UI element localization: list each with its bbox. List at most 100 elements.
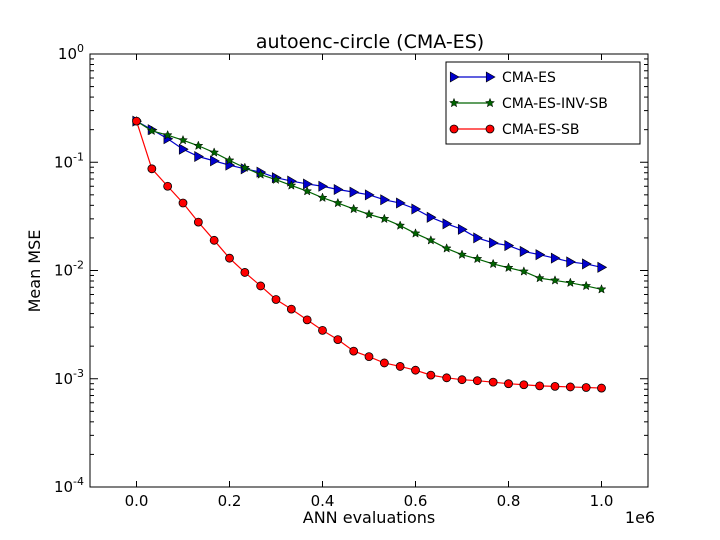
series-line xyxy=(135,120,602,389)
legend-entry: CMA-ES-INV-SB xyxy=(448,96,608,112)
x-tick-label: 0.8 xyxy=(497,492,521,510)
data-point xyxy=(163,181,173,191)
data-point xyxy=(518,266,529,276)
data-point xyxy=(349,346,359,356)
data-point xyxy=(457,223,468,235)
x-offset-label: 1e6 xyxy=(625,508,655,527)
data-point xyxy=(488,377,498,387)
data-point xyxy=(581,280,592,291)
data-point xyxy=(303,178,313,190)
data-point xyxy=(302,315,312,325)
data-point xyxy=(534,272,545,283)
data-point xyxy=(224,155,235,165)
axes-layer: 0.0 0.2 0.4 0.6 0.8 1.0 100 10-1 10-2 10-3 10-4 xyxy=(54,42,648,510)
legend-marker xyxy=(485,124,495,134)
data-point xyxy=(442,218,453,230)
legend: CMA-ES CMA-ES-INV-SB CMA-ES-SB xyxy=(445,61,641,145)
legend-label: CMA-ES-SB xyxy=(502,122,579,138)
legend-marker xyxy=(449,124,459,134)
x-tick-label: 0.2 xyxy=(218,492,242,510)
legend-marker xyxy=(449,71,460,83)
data-point xyxy=(410,228,421,238)
data-point xyxy=(162,129,173,140)
data-point xyxy=(597,261,608,273)
legend-marker xyxy=(485,71,496,83)
data-point xyxy=(535,381,545,391)
data-point xyxy=(194,150,204,163)
data-point xyxy=(349,186,360,198)
data-point xyxy=(472,376,482,386)
y-tick-label: 10-3 xyxy=(54,367,84,388)
y-tick-label: 10-2 xyxy=(54,259,84,280)
data-point xyxy=(395,362,405,371)
data-point xyxy=(396,197,406,209)
chart-title: autoenc-circle (CMA-ES) xyxy=(256,31,484,53)
data-point xyxy=(379,213,390,224)
data-point xyxy=(333,335,343,344)
x-tick-label: 0.6 xyxy=(404,492,428,510)
data-point xyxy=(178,143,189,155)
data-point xyxy=(411,365,420,375)
data-point xyxy=(364,352,374,362)
data-point xyxy=(550,381,560,391)
data-point xyxy=(318,180,329,192)
data-point xyxy=(132,116,141,126)
data-point xyxy=(363,209,375,219)
data-point xyxy=(596,284,607,294)
data-point xyxy=(332,197,343,208)
legend-entry: CMA-ES xyxy=(449,70,556,86)
data-point xyxy=(489,237,499,249)
x-axis-label: ANN evaluations xyxy=(303,508,435,527)
data-point xyxy=(456,249,468,259)
data-point xyxy=(566,256,576,268)
data-point xyxy=(210,155,220,167)
y-tick-label: 100 xyxy=(58,42,84,63)
data-point xyxy=(503,262,514,273)
data-point xyxy=(255,169,266,179)
data-point xyxy=(302,185,313,196)
data-point xyxy=(535,249,546,261)
legend-marker xyxy=(484,97,496,108)
data-point xyxy=(519,380,529,390)
data-point xyxy=(597,383,606,393)
data-point xyxy=(286,304,296,314)
data-point xyxy=(504,379,513,389)
data-point xyxy=(426,211,437,223)
data-point xyxy=(318,325,327,335)
data-point xyxy=(581,383,591,392)
data-point xyxy=(193,217,203,227)
data-point xyxy=(425,235,436,245)
data-point xyxy=(333,183,344,196)
x-tick-label: 0.4 xyxy=(311,492,335,510)
y-tick-label: 10-4 xyxy=(54,475,84,496)
y-tick-label: 10-1 xyxy=(54,150,84,171)
y-axis-label: Mean MSE xyxy=(25,230,44,313)
data-point xyxy=(582,258,592,270)
data-point xyxy=(488,258,499,269)
data-point xyxy=(380,194,390,206)
data-point xyxy=(549,275,561,285)
x-tick-label: 0.0 xyxy=(125,492,149,510)
legend-entry: CMA-ES-SB xyxy=(449,122,579,138)
data-point xyxy=(565,382,575,392)
data-point xyxy=(178,198,188,208)
data-point xyxy=(411,203,422,215)
x-tick-label: 1.0 xyxy=(590,492,614,510)
data-point xyxy=(472,253,483,264)
data-point xyxy=(473,232,483,244)
legend-marker xyxy=(448,97,460,108)
data-point xyxy=(240,268,250,277)
data-point xyxy=(442,373,452,383)
data-point xyxy=(239,162,250,173)
data-point xyxy=(317,192,328,203)
series-2 xyxy=(132,116,606,393)
data-point xyxy=(519,245,530,257)
data-point xyxy=(565,277,576,288)
data-point xyxy=(286,180,297,190)
series-layer xyxy=(131,115,608,393)
data-point xyxy=(193,140,204,151)
data-point xyxy=(364,189,375,201)
data-point xyxy=(177,134,189,145)
data-point xyxy=(271,295,281,304)
